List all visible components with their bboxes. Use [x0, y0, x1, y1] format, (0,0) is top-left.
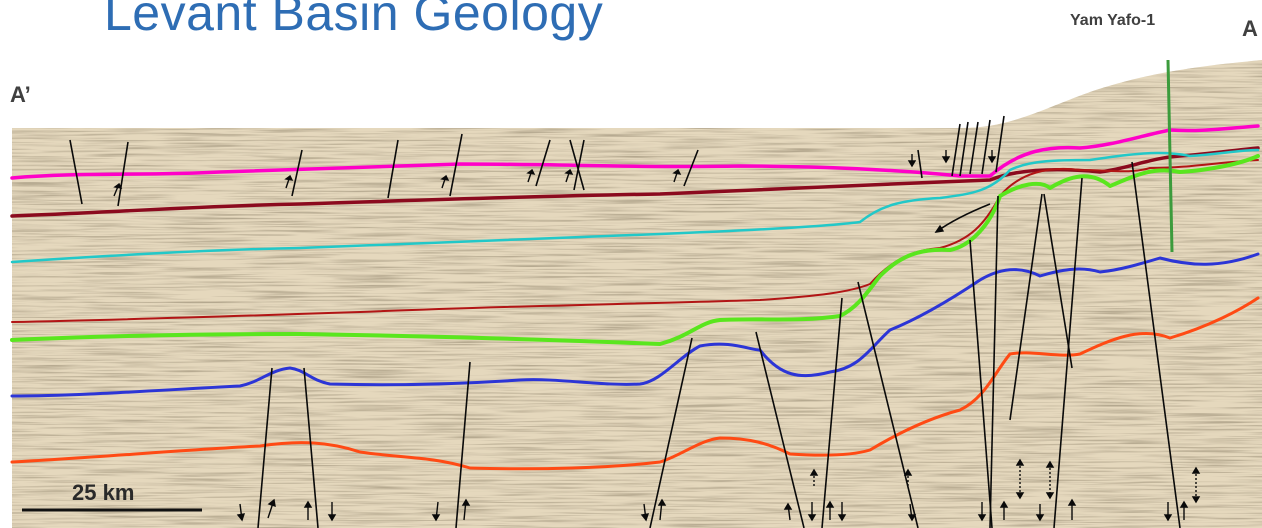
- scale-bar-label: 25 km: [72, 480, 135, 505]
- slide-title: Levant Basin Geology: [104, 0, 604, 41]
- arrowhead: [825, 500, 835, 508]
- fault-line: [969, 239, 993, 528]
- seismic-background: [12, 60, 1262, 528]
- arrowhead: [657, 498, 667, 506]
- seismic-texture: [12, 60, 1262, 528]
- arrowhead: [1045, 460, 1055, 468]
- horizon-cyan: [10, 148, 1260, 264]
- arrowhead: [1191, 466, 1201, 474]
- arrowhead: [907, 160, 917, 168]
- fault-line: [69, 139, 83, 205]
- seismic-tint: [12, 60, 1262, 528]
- fault-line: [387, 139, 399, 199]
- fault-line: [291, 149, 303, 197]
- fault-line: [989, 195, 999, 528]
- arrowhead: [807, 514, 817, 522]
- fault-line: [1043, 193, 1073, 369]
- fault-line: [1009, 193, 1043, 421]
- fault-line: [981, 119, 991, 175]
- arrowhead: [941, 156, 951, 164]
- horizon-red: [11, 159, 1259, 323]
- well-trajectory: [1166, 59, 1174, 253]
- fault-line: [917, 149, 923, 179]
- horizons: [10, 124, 1260, 471]
- arrowhead: [440, 174, 450, 181]
- arrowhead: [783, 502, 793, 510]
- arrowhead: [1045, 492, 1055, 500]
- fault-line: [683, 149, 699, 187]
- fault-line: [1131, 161, 1181, 528]
- arrowhead: [1163, 514, 1173, 522]
- arrowhead: [113, 182, 123, 189]
- arrowhead: [1191, 496, 1201, 504]
- horizon-orange: [10, 296, 1260, 471]
- fault-line: [969, 121, 979, 175]
- fault-line: [117, 141, 129, 207]
- arrowhead: [672, 168, 682, 175]
- arrowhead: [977, 514, 987, 522]
- well-label: Yam Yafo-1: [1070, 12, 1156, 29]
- fault-line: [303, 367, 319, 528]
- arrowhead: [461, 498, 471, 506]
- arrowhead: [934, 224, 945, 233]
- faults: [69, 115, 1181, 528]
- arrowhead: [1067, 498, 1077, 506]
- arrowhead: [1179, 500, 1189, 508]
- fault-line: [449, 133, 463, 197]
- arrowhead: [564, 168, 574, 175]
- fault-line: [755, 331, 805, 528]
- horizon-green: [10, 154, 1260, 346]
- fault-line: [959, 121, 969, 177]
- arrowhead: [1035, 514, 1045, 522]
- fault-line: [569, 139, 585, 191]
- fault-line: [535, 139, 551, 187]
- arrowhead: [327, 514, 337, 522]
- fault-line: [573, 139, 585, 191]
- fault-line: [1053, 177, 1083, 528]
- fault-line: [951, 123, 961, 177]
- motion-arrows: [113, 150, 1201, 522]
- arrowhead: [987, 156, 997, 164]
- arrowhead: [284, 174, 294, 181]
- fault-line: [821, 297, 843, 528]
- arrowhead: [303, 500, 313, 508]
- fault-line: [649, 337, 693, 528]
- horizon-blue: [10, 252, 1260, 398]
- arrowhead: [837, 514, 847, 522]
- horizon-magenta: [10, 124, 1260, 180]
- horizon-maroon: [10, 146, 1260, 218]
- section-end-label-left: A’: [10, 82, 31, 107]
- arrowhead: [903, 468, 913, 476]
- arrowhead: [907, 514, 917, 522]
- fault-line: [995, 115, 1005, 173]
- arrowhead: [809, 468, 819, 476]
- arrowhead: [1015, 492, 1025, 500]
- arrowhead: [999, 500, 1009, 508]
- arrowhead: [431, 514, 441, 522]
- fault-line: [257, 367, 273, 528]
- section-end-label-right: A: [1242, 16, 1258, 41]
- arrowhead: [526, 168, 536, 175]
- arrowhead: [640, 513, 650, 522]
- fault-line: [857, 281, 919, 528]
- arrowhead: [1015, 458, 1025, 466]
- arrowhead: [267, 498, 276, 508]
- fault-line: [455, 361, 471, 528]
- arrowhead: [236, 513, 246, 522]
